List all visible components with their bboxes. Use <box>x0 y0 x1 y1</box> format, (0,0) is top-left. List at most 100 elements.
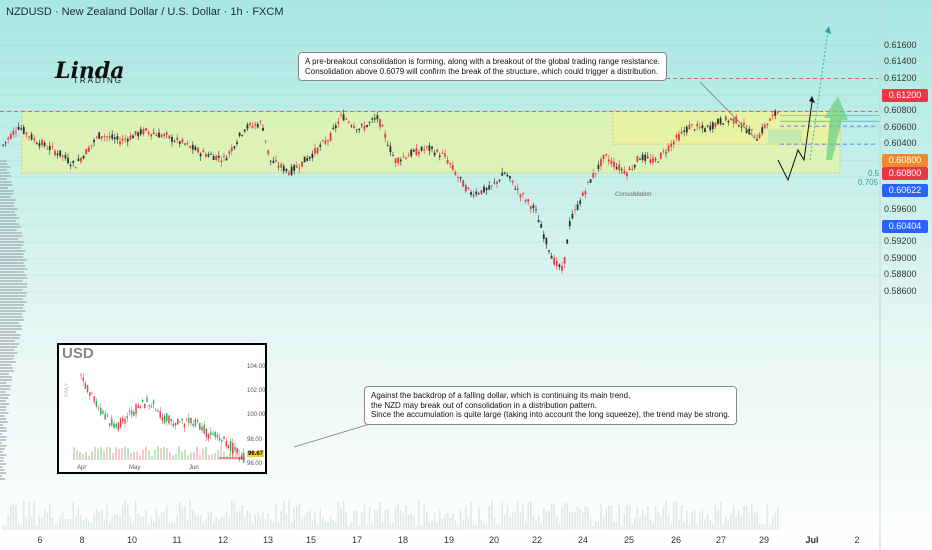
volume-profile-bar <box>0 304 24 306</box>
candle <box>670 143 673 147</box>
price-tag: 0.61200 <box>882 89 928 102</box>
candle <box>425 146 428 148</box>
volume-bar <box>493 517 496 530</box>
volume-profile-bar <box>0 412 9 414</box>
volume-profile-bar <box>0 160 7 162</box>
candle <box>342 114 345 121</box>
volume-bar <box>522 504 524 530</box>
volume-bar <box>392 522 394 530</box>
volume-bar <box>472 524 475 530</box>
candle <box>298 167 301 169</box>
candle <box>545 237 548 245</box>
inset-candle <box>174 422 177 426</box>
volume-bar <box>519 512 522 530</box>
inset-candle <box>207 434 210 439</box>
inset-volume-bar <box>211 454 213 460</box>
candle <box>347 121 350 123</box>
candle <box>173 141 176 142</box>
inset-plot <box>73 373 245 464</box>
candle <box>438 155 441 157</box>
candle <box>178 141 181 144</box>
volume-bar <box>712 524 714 530</box>
volume-profile-bar <box>0 211 15 213</box>
volume-bar <box>777 507 779 530</box>
inset-volume-bar <box>88 455 90 460</box>
inset-candle <box>236 448 238 453</box>
volume-profile-bar <box>0 445 7 447</box>
volume-profile-bar <box>0 190 14 192</box>
volume-bar <box>462 519 464 530</box>
volume-profile-bar <box>0 400 6 402</box>
volume-bar <box>189 500 191 530</box>
candle <box>124 138 127 140</box>
volume-bar <box>501 501 503 530</box>
volume-bar <box>69 519 72 530</box>
volume-bar <box>241 505 243 530</box>
time-axis-label: 26 <box>670 535 682 545</box>
volume-bar <box>639 517 641 530</box>
volume-bar <box>618 505 620 530</box>
candle <box>704 128 706 132</box>
volume-bar <box>649 519 652 530</box>
volume-bar <box>530 500 532 530</box>
volume-bar <box>309 510 311 530</box>
candle <box>488 185 491 190</box>
inset-volume-bar <box>112 453 114 460</box>
volume-profile-bar <box>0 433 2 435</box>
volume-bar <box>184 505 186 530</box>
candle <box>355 129 358 131</box>
volume-bar <box>371 522 373 530</box>
volume-bar <box>498 524 501 530</box>
volume-profile-bar <box>0 247 21 249</box>
inset-candle <box>128 411 131 412</box>
candle <box>496 181 498 184</box>
inset-volume-bar <box>109 447 111 460</box>
inset-candle <box>122 418 124 422</box>
volume-bar <box>543 507 545 530</box>
volume-bar <box>628 505 631 530</box>
candle <box>727 120 730 123</box>
candle <box>67 157 69 164</box>
volume-bar <box>306 512 308 530</box>
candle <box>210 153 212 155</box>
price-tag: 0.60622 <box>882 184 928 197</box>
candle <box>293 165 296 171</box>
volume-profile-bar <box>0 406 7 408</box>
volume-profile-bar <box>0 364 12 366</box>
volume-profile-bar <box>0 205 14 207</box>
volume-bar <box>483 523 485 530</box>
volume-bar <box>678 519 680 530</box>
inset-volume-bar <box>154 449 156 460</box>
volume-bar <box>192 509 194 530</box>
candle <box>251 125 254 128</box>
volume-bar <box>600 503 602 530</box>
volume-bar <box>623 513 626 530</box>
volume-bar <box>673 502 675 530</box>
inset-candle <box>159 411 161 418</box>
volume-bar <box>15 505 17 530</box>
candle <box>314 148 316 154</box>
volume-profile-bar <box>0 241 24 243</box>
candle <box>249 123 251 125</box>
candle <box>693 129 696 131</box>
volume-profile-bar <box>0 403 10 405</box>
volume-profile-bar <box>0 382 7 384</box>
volume-bar <box>667 513 670 530</box>
candle <box>662 150 665 152</box>
candle <box>275 160 277 162</box>
volume-bar <box>168 522 171 530</box>
volume-bar <box>413 515 415 530</box>
inset-candle <box>212 433 214 435</box>
candle <box>423 149 426 151</box>
volume-profile-bar <box>0 388 11 390</box>
volume-bar <box>98 512 100 530</box>
candle <box>254 123 257 126</box>
volume-bar <box>592 525 594 530</box>
candle <box>626 172 628 177</box>
volume-profile-bar <box>0 418 7 420</box>
volume-bar <box>23 500 25 530</box>
candle <box>714 122 717 127</box>
candle <box>381 125 384 127</box>
